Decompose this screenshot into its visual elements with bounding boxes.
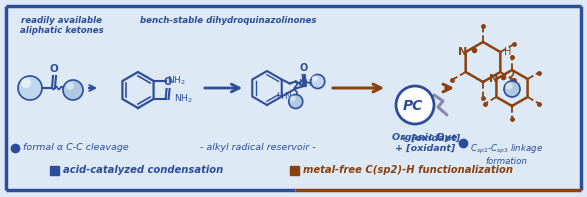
Text: NH: NH [298, 79, 311, 88]
Text: metal-free C(sp2)-H functionalization: metal-free C(sp2)-H functionalization [303, 165, 513, 175]
Text: O: O [299, 63, 308, 73]
Circle shape [311, 74, 325, 88]
Text: PC: PC [403, 99, 423, 113]
Text: NH$_2$: NH$_2$ [174, 93, 192, 105]
Text: readily available
aliphatic ketones: readily available aliphatic ketones [20, 16, 104, 35]
Text: O: O [50, 64, 58, 74]
Text: N: N [458, 47, 467, 57]
Circle shape [289, 95, 303, 109]
Text: Organic Dye: Organic Dye [392, 133, 458, 142]
Circle shape [505, 83, 512, 89]
Text: - alkyl radical reservoir -: - alkyl radical reservoir - [200, 143, 316, 152]
Bar [290, 166, 299, 175]
Circle shape [21, 78, 31, 88]
Text: O: O [163, 77, 172, 87]
Text: N: N [489, 74, 498, 84]
Circle shape [63, 80, 83, 100]
Circle shape [66, 82, 74, 90]
Text: NH$_2$: NH$_2$ [167, 75, 185, 87]
Bar [50, 166, 59, 175]
Text: N: N [284, 91, 291, 100]
Text: bench-stable dihydroquinazolinones: bench-stable dihydroquinazolinones [140, 16, 316, 25]
Text: + [oxidant]: + [oxidant] [400, 134, 460, 142]
Circle shape [290, 96, 296, 101]
Circle shape [312, 75, 318, 82]
Text: H: H [276, 91, 283, 100]
Text: acid-catalyzed condensation: acid-catalyzed condensation [63, 165, 223, 175]
Text: H: H [504, 47, 511, 57]
Circle shape [504, 81, 520, 97]
Circle shape [396, 86, 434, 124]
Text: formal α C-C cleavage: formal α C-C cleavage [23, 143, 129, 152]
Text: $C_{sp2}$-$C_{sp3}$ linkage
formation: $C_{sp2}$-$C_{sp3}$ linkage formation [470, 143, 543, 166]
Circle shape [18, 76, 42, 100]
Text: + [oxidant]: + [oxidant] [395, 144, 455, 153]
